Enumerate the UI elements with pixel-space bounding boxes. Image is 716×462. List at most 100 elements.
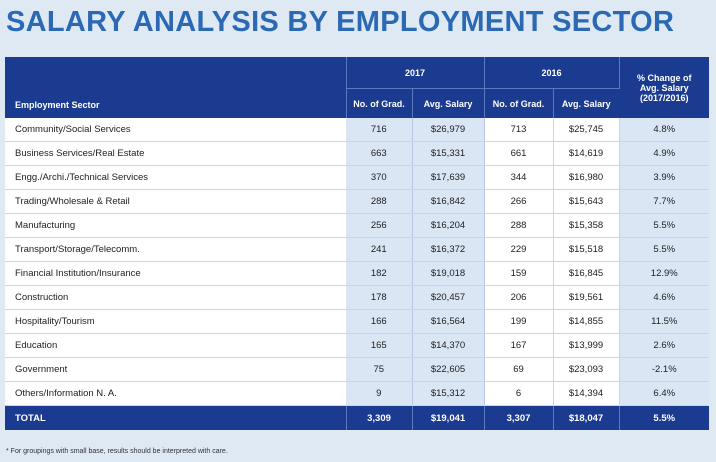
salary-2016-header: Avg. Salary: [553, 88, 619, 118]
salary-2016-cell: $14,855: [553, 309, 620, 334]
salary-2016-cell: $13,999: [553, 333, 620, 358]
grad-2017-cell: 75: [346, 357, 413, 382]
sector-cell: Education: [5, 333, 346, 358]
salary-2017-cell: $22,605: [412, 357, 485, 382]
sector-cell: Community/Social Services: [5, 118, 346, 142]
salary-2017-cell: $20,457: [412, 285, 485, 310]
salary-2016-cell: $19,561: [553, 285, 620, 310]
change-cell: -2.1%: [619, 357, 709, 382]
grad-2016-cell: 713: [484, 118, 554, 142]
table-row: Transport/Storage/Telecomm. 241 $16,372 229…: [5, 237, 709, 262]
grad-2017-cell: 256: [346, 213, 413, 238]
table-row: Financial Institution/Insurance 182 $19,01…: [5, 261, 709, 286]
table-row: Trading/Wholesale & Retail 288 $16,842 266 $…: [5, 189, 709, 214]
change-header-line2: Avg. Salary: [639, 82, 689, 93]
table-row: Government 75 $22,605 69 $23,093 -2.1%: [5, 357, 709, 382]
total-label: TOTAL: [5, 405, 347, 430]
change-cell: 6.4%: [619, 381, 709, 406]
change-header-line1: % Change of: [636, 72, 692, 83]
salary-2017-cell: $16,564: [412, 309, 485, 334]
grad-2016-cell: 199: [484, 309, 554, 334]
change-cell: 7.7%: [619, 189, 709, 214]
grad-2017-cell: 178: [346, 285, 413, 310]
salary-2017-cell: $16,204: [412, 213, 485, 238]
salary-2017-cell: $17,639: [412, 165, 485, 190]
salary-2017-cell: $14,370: [412, 333, 485, 358]
grad-2016-cell: 6: [484, 381, 554, 406]
grad-2016-cell: 229: [484, 237, 554, 262]
salary-2016-cell: $23,093: [553, 357, 620, 382]
footnote: * For groupings with small base, results…: [6, 448, 228, 455]
salary-2016-cell: $16,980: [553, 165, 620, 190]
sector-cell: Construction: [5, 285, 346, 310]
grad-2016-cell: 69: [484, 357, 554, 382]
year-2017-header: 2017: [346, 57, 485, 89]
change-cell: 5.5%: [619, 237, 709, 262]
table-row: Business Services/Real Estate 663 $15,331 6…: [5, 141, 709, 166]
salary-2016-cell: $14,619: [553, 141, 620, 166]
sector-column-header: Employment Sector: [5, 57, 347, 118]
change-cell: 4.6%: [619, 285, 709, 310]
sector-cell: Trading/Wholesale & Retail: [5, 189, 346, 214]
grad-2016-cell: 661: [484, 141, 554, 166]
table-row: Community/Social Services 716 $26,979 713 $2…: [5, 118, 709, 142]
grad-2017-cell: 166: [346, 309, 413, 334]
change-cell: 4.8%: [619, 118, 709, 142]
grad-2016-cell: 344: [484, 165, 554, 190]
table-footer: TOTAL 3,309 $19,041 3,307 $18,047 5.5%: [5, 405, 709, 430]
change-cell: 12.9%: [619, 261, 709, 286]
total-grad-2017: 3,309: [346, 405, 413, 430]
salary-2017-cell: $15,312: [412, 381, 485, 406]
grad-2016-cell: 266: [484, 189, 554, 214]
change-cell: 2.6%: [619, 333, 709, 358]
salary-2016-cell: $25,745: [553, 118, 620, 142]
change-cell: 11.5%: [619, 309, 709, 334]
sector-cell: Business Services/Real Estate: [5, 141, 346, 166]
total-change: 5.5%: [619, 405, 709, 430]
total-salary-2016: $18,047: [553, 405, 620, 430]
table-row: Engg./Archi./Technical Services 370 $17,63…: [5, 165, 709, 190]
change-column-header: % Change of Avg. Salary (2017/2016): [619, 57, 709, 118]
salary-table: Employment Sector 2017 2016 % Change of …: [5, 57, 709, 430]
sector-cell: Hospitality/Tourism: [5, 309, 346, 334]
table-header: Employment Sector 2017 2016 % Change of …: [5, 57, 709, 118]
change-cell: 5.5%: [619, 213, 709, 238]
table-row: Manufacturing 256 $16,204 288 $15,358 5.5%: [5, 213, 709, 238]
salary-2016-cell: $14,394: [553, 381, 620, 406]
total-salary-2017: $19,041: [412, 405, 485, 430]
grad-2017-header: No. of Grad.: [346, 88, 413, 118]
salary-2017-cell: $16,842: [412, 189, 485, 214]
table-row: Education 165 $14,370 167 $13,999 2.6%: [5, 333, 709, 358]
grad-2017-cell: 288: [346, 189, 413, 214]
salary-2016-cell: $15,358: [553, 213, 620, 238]
grad-2016-header: No. of Grad.: [484, 88, 554, 118]
grad-2017-cell: 182: [346, 261, 413, 286]
grad-2016-cell: 159: [484, 261, 554, 286]
grad-2016-cell: 206: [484, 285, 554, 310]
grad-2017-cell: 716: [346, 118, 413, 142]
salary-2017-header: Avg. Salary: [412, 88, 485, 118]
change-header-line3: (2017/2016): [639, 92, 689, 103]
salary-2016-cell: $15,518: [553, 237, 620, 262]
grad-2017-cell: 370: [346, 165, 413, 190]
grad-2016-cell: 167: [484, 333, 554, 358]
grad-2016-cell: 288: [484, 213, 554, 238]
salary-table-container: Employment Sector 2017 2016 % Change of …: [5, 57, 709, 430]
table-row: Others/Information N. A. 9 $15,312 6 $14,394…: [5, 381, 709, 406]
sector-cell: Manufacturing: [5, 213, 346, 238]
grad-2017-cell: 241: [346, 237, 413, 262]
grad-2017-cell: 165: [346, 333, 413, 358]
change-cell: 4.9%: [619, 141, 709, 166]
grad-2017-cell: 663: [346, 141, 413, 166]
salary-2016-cell: $15,643: [553, 189, 620, 214]
total-grad-2016: 3,307: [484, 405, 554, 430]
total-row: TOTAL 3,309 $19,041 3,307 $18,047 5.5%: [5, 405, 709, 430]
sector-cell: Transport/Storage/Telecomm.: [5, 237, 346, 262]
sector-cell: Financial Institution/Insurance: [5, 261, 346, 286]
table-body: Community/Social Services 716 $26,979 713 $2…: [5, 118, 709, 406]
sector-cell: Engg./Archi./Technical Services: [5, 165, 346, 190]
salary-2017-cell: $16,372: [412, 237, 485, 262]
salary-2017-cell: $26,979: [412, 118, 485, 142]
page-title: SALARY ANALYSIS BY EMPLOYMENT SECTOR: [6, 6, 675, 38]
sector-cell: Others/Information N. A.: [5, 381, 346, 406]
